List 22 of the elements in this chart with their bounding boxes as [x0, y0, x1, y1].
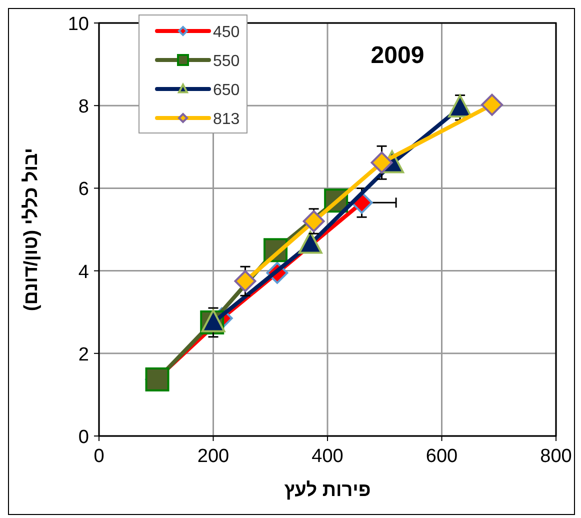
- point: [481, 94, 504, 116]
- x-tick-label: 400: [312, 446, 344, 467]
- legend-label: 450: [213, 24, 240, 41]
- y-axis-title: יבול כללי (טון/דונם): [21, 148, 42, 312]
- x-tick-label: 600: [426, 446, 458, 467]
- x-axis-title: פירות לעץ: [284, 480, 371, 501]
- y-tick-label: 2: [78, 344, 89, 366]
- legend-label: 650: [213, 82, 240, 99]
- x-tick-label: 0: [94, 446, 104, 467]
- text: 2009: [370, 42, 424, 69]
- x-tick-label: 800: [540, 446, 572, 467]
- point: [302, 210, 325, 232]
- y-tick-label: 0: [78, 427, 89, 448]
- legend-label: 813: [213, 111, 240, 128]
- point: [370, 152, 393, 174]
- x-tick-label: 200: [197, 446, 230, 467]
- y-tick-label: 4: [78, 262, 90, 283]
- y-tick-label: 10: [68, 14, 89, 35]
- legend-label: 550: [213, 53, 240, 70]
- y-tick-label: 8: [78, 96, 89, 118]
- y-tick-label: 6: [78, 179, 89, 200]
- point: [234, 270, 256, 292]
